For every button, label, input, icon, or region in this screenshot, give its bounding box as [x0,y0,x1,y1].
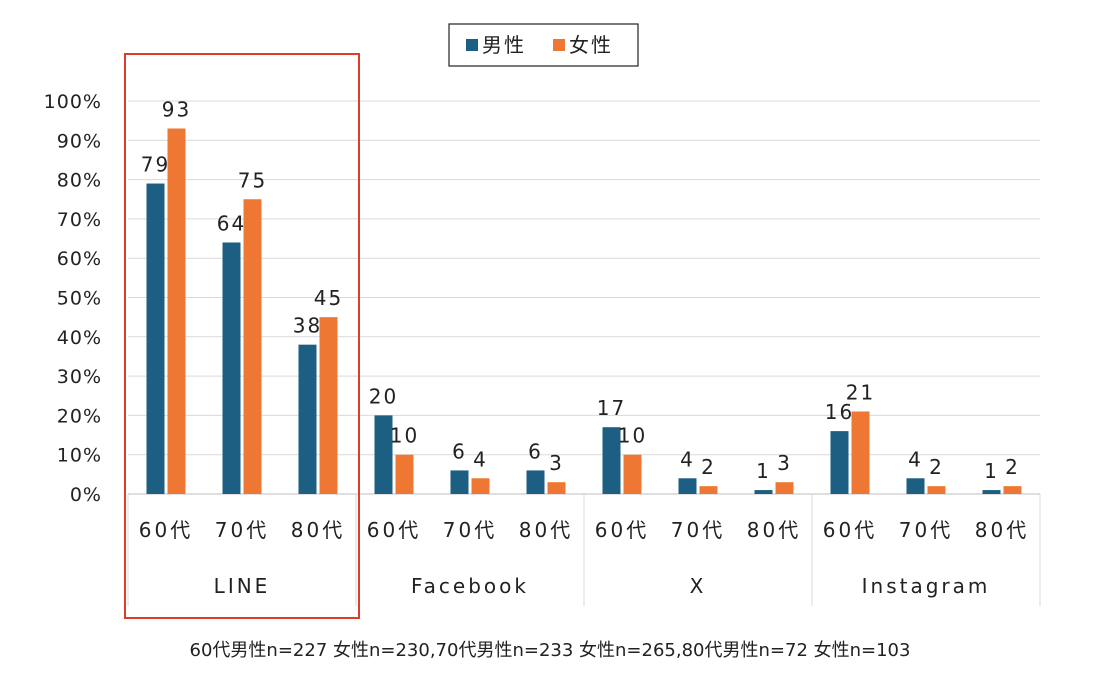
data-label: 2 [929,455,944,479]
bar [982,490,1001,494]
group-label: Instagram [862,574,991,598]
data-label: 1 [984,459,999,483]
data-label: 10 [390,424,419,448]
bar [754,490,773,494]
category-label: 60代 [823,518,877,542]
y-tick-label: 20% [57,405,102,427]
data-label: 4 [908,447,923,471]
y-tick-label: 10% [57,445,102,467]
group-label: Facebook [411,574,529,598]
gridlines [128,100,1040,495]
highlight-rect [124,53,360,619]
data-label: 1 [756,459,771,483]
data-label: 16 [825,400,854,424]
legend-label: 女性 [569,33,613,57]
y-tick-label: 30% [57,366,102,388]
y-tick-label: 60% [57,248,102,270]
bar [851,411,870,494]
data-label: 45 [314,286,343,310]
bar [1003,486,1022,494]
bar [298,344,317,494]
y-tick-label: 40% [57,327,102,349]
category-label: 70代 [443,518,497,542]
data-label: 64 [217,211,246,235]
legend-box [448,23,639,67]
bar [395,454,414,494]
bar [243,199,262,494]
legend-swatch [553,39,565,51]
bar [526,470,545,494]
legend: 男性 女性 [448,23,639,67]
bar [222,242,241,494]
category-label: 70代 [899,518,953,542]
data-label: 2 [701,455,716,479]
group-label: LINE [214,574,271,598]
bar [906,478,925,494]
data-label: 4 [680,447,695,471]
data-label: 17 [597,396,626,420]
bar [623,454,642,494]
data-labels: 79 64 38 20 6 6 17 4 1 16 4 1 93 75 45 10 4 3 10 2 3 21 2 2 [141,98,1020,484]
data-label: 20 [369,384,398,408]
y-tick-label: 70% [57,209,102,231]
data-label: 2 [1005,455,1020,479]
y-axis: 0% 10% 20% 30% 40% 50% 60% 70% 80% 90% 100% [44,91,102,506]
data-label: 6 [452,439,467,463]
legend-label: 男性 [482,33,526,57]
bar [146,183,165,494]
category-label: 60代 [595,518,649,542]
y-tick-label: 100% [44,91,102,113]
data-label: 38 [293,314,322,338]
data-label: 21 [846,380,875,404]
data-label: 6 [528,439,543,463]
group-label: X [690,574,707,598]
category-label: 80代 [747,518,801,542]
bar [374,415,393,494]
bars [146,128,1022,494]
data-label: 10 [618,424,647,448]
category-label: 80代 [519,518,573,542]
bar [547,482,566,494]
data-label: 93 [162,98,191,122]
bar [167,128,186,494]
data-label: 3 [549,451,564,475]
category-label: 60代 [139,518,193,542]
data-label: 79 [141,153,170,177]
y-tick-label: 0% [70,484,102,506]
category-label: 60代 [367,518,421,542]
sample-size-note: 60代男性n=227 女性n=230,70代男性n=233 女性n=265,80… [189,640,911,661]
y-tick-label: 50% [57,288,102,310]
y-tick-label: 80% [57,170,102,192]
bar [927,486,946,494]
bar [699,486,718,494]
category-label: 80代 [975,518,1029,542]
category-label: 70代 [215,518,269,542]
bar [602,427,621,494]
bar [775,482,794,494]
bar [319,317,338,494]
category-label: 70代 [671,518,725,542]
highlight-box [124,53,360,619]
bar [450,470,469,494]
bar [830,431,849,494]
data-label: 75 [238,168,267,192]
bar [471,478,490,494]
legend-swatch [466,39,478,51]
data-label: 3 [777,451,792,475]
x-axis: 60代 70代 80代 60代 70代 80代 60代 70代 80代 60代 70代 80代 LINE… [127,494,1041,606]
data-label: 4 [473,447,488,471]
bar [678,478,697,494]
y-tick-label: 90% [57,130,102,152]
category-label: 80代 [291,518,345,542]
